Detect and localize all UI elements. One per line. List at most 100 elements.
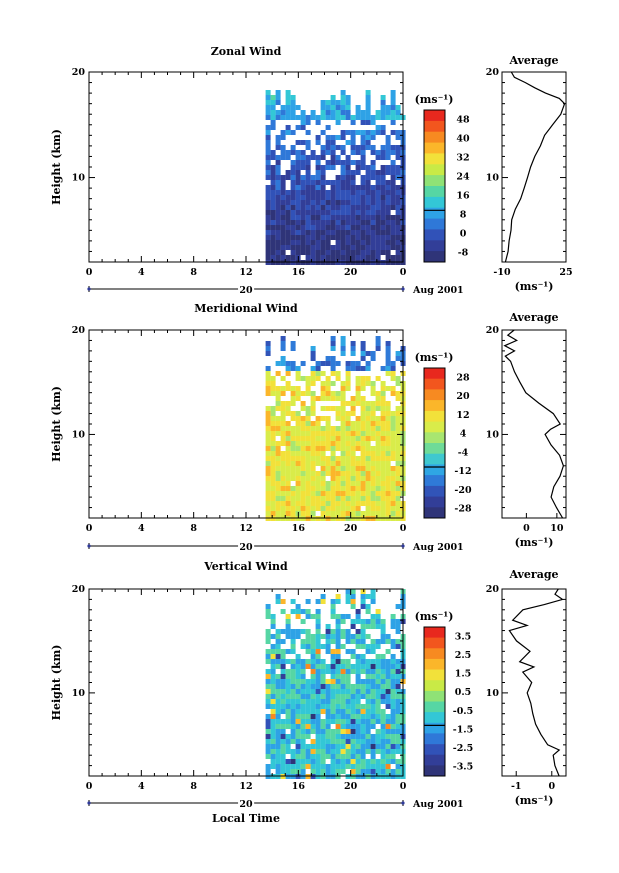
heatmap-cell	[345, 634, 351, 639]
heatmap-cell	[330, 699, 336, 704]
heatmap-cell	[300, 120, 306, 125]
heatmap-cell	[365, 240, 371, 245]
heatmap-cell	[335, 456, 341, 461]
heatmap-cell	[325, 165, 331, 170]
heatmap-cell	[280, 411, 286, 416]
heatmap-cell	[330, 245, 336, 250]
heatmap-cell	[335, 110, 341, 115]
heatmap-cell	[305, 709, 311, 714]
heatmap-cell	[305, 416, 311, 421]
heatmap-cell	[385, 105, 391, 110]
heatmap-cell	[295, 734, 301, 739]
heatmap-cell	[350, 496, 356, 501]
heatmap-cell	[350, 654, 356, 659]
heatmap-cell	[320, 215, 326, 220]
colorbar-label: 3.5	[455, 631, 472, 642]
heatmap-cell	[380, 401, 386, 406]
heatmap-cell	[270, 105, 276, 110]
heatmap-cell	[370, 754, 376, 759]
heatmap-cell	[275, 215, 281, 220]
heatmap-cell	[395, 664, 401, 669]
heatmap-cell	[390, 496, 396, 501]
heatmap-cell	[350, 669, 356, 674]
heatmap-cell	[285, 371, 291, 376]
heatmap-cell	[320, 205, 326, 210]
heatmap-cell	[270, 734, 276, 739]
heatmap-cell	[300, 240, 306, 245]
heatmap-cell	[305, 411, 311, 416]
heatmap-cell	[355, 250, 361, 255]
heatmap-cell	[290, 679, 296, 684]
heatmap-cell	[280, 210, 286, 215]
heatmap-cell	[300, 115, 306, 120]
heatmap-cell	[370, 744, 376, 749]
heatmap-cell	[305, 734, 311, 739]
heatmap-cell	[335, 759, 341, 764]
heatmap-cell	[355, 739, 361, 744]
heatmap-cell	[265, 230, 271, 235]
heatmap-cell	[395, 170, 401, 175]
heatmap-cell	[380, 95, 386, 100]
heatmap-cell	[370, 644, 376, 649]
heatmap-cell	[300, 180, 306, 185]
heatmap-cell	[365, 659, 371, 664]
heatmap-cell	[360, 739, 366, 744]
heatmap-cell	[365, 664, 371, 669]
heatmap-cell	[290, 130, 296, 135]
heatmap-cell	[305, 255, 311, 260]
heatmap-cell	[300, 739, 306, 744]
heatmap-cell	[300, 644, 306, 649]
heatmap-cell	[325, 205, 331, 210]
heatmap-cell	[395, 749, 401, 754]
heatmap-cell	[325, 100, 331, 105]
heatmap-cell	[280, 654, 286, 659]
heatmap-cell	[385, 115, 391, 120]
heatmap-cell	[355, 734, 361, 739]
heatmap-cell	[360, 426, 366, 431]
colorbar-unit: (ms⁻¹)	[415, 93, 454, 106]
heatmap-cell	[395, 165, 401, 170]
heatmap-cell	[305, 719, 311, 724]
heatmap-cell	[355, 719, 361, 724]
heatmap-cell	[395, 764, 401, 769]
heatmap-cell	[265, 754, 271, 759]
heatmap-cell	[355, 366, 361, 371]
heatmap-cell	[290, 486, 296, 491]
heatmap-cell	[365, 195, 371, 200]
heatmap-cell	[325, 250, 331, 255]
heatmap-cell	[340, 170, 346, 175]
heatmap-cell	[345, 674, 351, 679]
heatmap-cell	[280, 336, 286, 341]
heatmap-cell	[355, 391, 361, 396]
heatmap-cell	[300, 421, 306, 426]
heatmap-cell	[375, 471, 381, 476]
heatmap-cell	[375, 175, 381, 180]
heatmap-cell	[385, 649, 391, 654]
heatmap-cell	[285, 436, 291, 441]
heatmap-cell	[385, 180, 391, 185]
heatmap-cell	[395, 411, 401, 416]
heatmap-cell	[380, 486, 386, 491]
heatmap-cell	[300, 506, 306, 511]
heatmap-cell	[355, 150, 361, 155]
heatmap-cell	[335, 250, 341, 255]
heatmap-cell	[335, 185, 341, 190]
heatmap-cell	[380, 165, 386, 170]
heatmap-cell	[360, 441, 366, 446]
heatmap-cell	[285, 699, 291, 704]
heatmap-cell	[320, 416, 326, 421]
heatmap-cell	[355, 416, 361, 421]
heatmap-cell	[350, 361, 356, 366]
heatmap-cell	[325, 764, 331, 769]
heatmap-cell	[360, 451, 366, 456]
heatmap-cell	[360, 709, 366, 714]
heatmap-cell	[320, 594, 326, 599]
heatmap-cell	[365, 729, 371, 734]
colorbar-swatch	[424, 637, 445, 649]
heatmap-cell	[330, 371, 336, 376]
heatmap-cell	[355, 240, 361, 245]
heatmap-cell	[360, 629, 366, 634]
heatmap-cell	[300, 496, 306, 501]
heatmap-cell	[395, 619, 401, 624]
heatmap-cell	[275, 451, 281, 456]
